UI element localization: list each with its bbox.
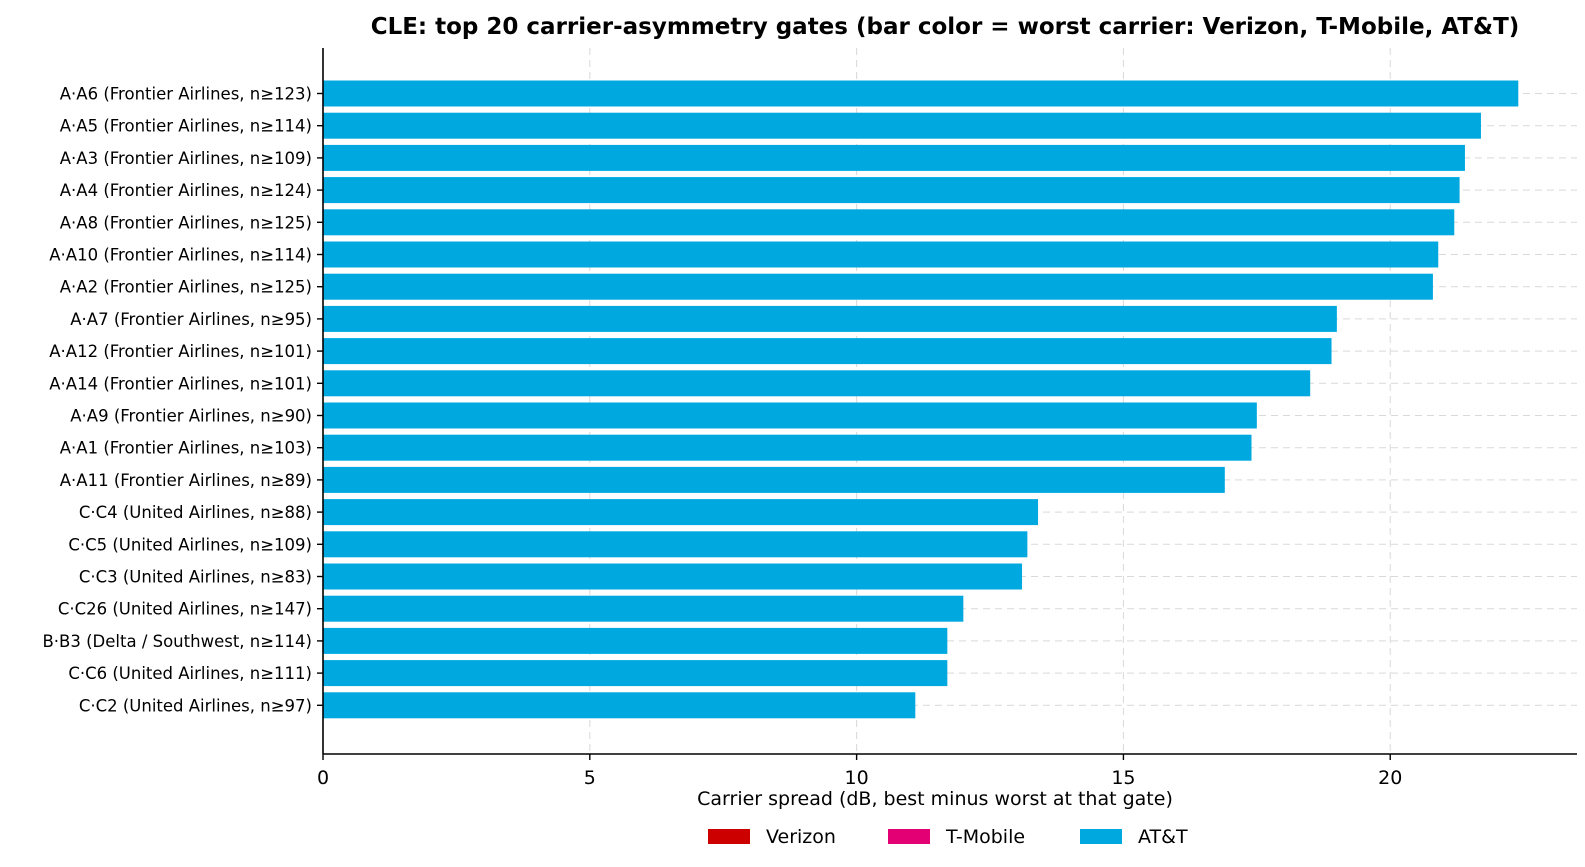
y-tick-label: A·A5 (Frontier Airlines, n≥114) bbox=[60, 117, 312, 136]
x-tick-label: 20 bbox=[1378, 767, 1402, 789]
legend-label: T-Mobile bbox=[945, 826, 1025, 848]
bar bbox=[323, 499, 1039, 526]
bar bbox=[323, 595, 964, 622]
bar bbox=[323, 305, 1337, 332]
bar bbox=[323, 370, 1311, 397]
y-tick-label: A·A3 (Frontier Airlines, n≥109) bbox=[60, 149, 312, 168]
y-tick-label: C·C6 (United Airlines, n≥111) bbox=[68, 664, 312, 683]
x-ticks: 0 5 10 15 20 bbox=[317, 754, 1402, 789]
bar bbox=[323, 273, 1433, 300]
y-tick-label: A·A9 (Frontier Airlines, n≥90) bbox=[70, 407, 312, 426]
legend-swatch bbox=[1080, 829, 1122, 844]
legend-label: AT&T bbox=[1138, 826, 1188, 848]
y-tick-label: A·A10 (Frontier Airlines, n≥114) bbox=[49, 246, 312, 265]
bar bbox=[323, 660, 948, 687]
bar bbox=[323, 402, 1257, 429]
y-tick-labels: A·A6 (Frontier Airlines, n≥123) A·A5 (Fro… bbox=[42, 85, 323, 715]
y-tick-label: A·A14 (Frontier Airlines, n≥101) bbox=[49, 374, 312, 393]
y-tick-label: A·A12 (Frontier Airlines, n≥101) bbox=[49, 342, 312, 361]
bar bbox=[323, 627, 948, 654]
y-tick-label: A·A8 (Frontier Airlines, n≥125) bbox=[60, 213, 312, 232]
x-tick-label: 10 bbox=[845, 767, 869, 789]
bar bbox=[323, 466, 1225, 493]
x-axis-label: Carrier spread (dB, best minus worst at … bbox=[697, 788, 1173, 810]
legend-swatch bbox=[888, 829, 930, 844]
x-tick-label: 5 bbox=[584, 767, 596, 789]
y-tick-label: A·A2 (Frontier Airlines, n≥125) bbox=[60, 278, 312, 297]
bar bbox=[323, 563, 1023, 590]
bar bbox=[323, 144, 1465, 171]
bar bbox=[323, 241, 1439, 268]
legend-label: Verizon bbox=[766, 826, 836, 848]
legend: Verizon T-Mobile AT&T bbox=[708, 826, 1188, 848]
axes bbox=[322, 48, 1577, 755]
bar bbox=[323, 112, 1481, 139]
legend-swatch bbox=[708, 829, 750, 844]
y-tick-label: A·A11 (Frontier Airlines, n≥89) bbox=[60, 471, 312, 490]
y-tick-label: A·A6 (Frontier Airlines, n≥123) bbox=[60, 85, 312, 104]
y-tick-label: C·C26 (United Airlines, n≥147) bbox=[58, 600, 312, 619]
x-tick-label: 0 bbox=[317, 767, 329, 789]
bar bbox=[323, 531, 1028, 558]
y-tick-label: C·C2 (United Airlines, n≥97) bbox=[79, 696, 312, 715]
y-tick-label: A·A1 (Frontier Airlines, n≥103) bbox=[60, 439, 312, 458]
bar bbox=[323, 80, 1519, 107]
bar bbox=[323, 338, 1332, 365]
bar bbox=[323, 177, 1460, 204]
y-tick-label: C·C3 (United Airlines, n≥83) bbox=[79, 568, 312, 587]
y-tick-label: C·C4 (United Airlines, n≥88) bbox=[79, 503, 312, 522]
chart-title: CLE: top 20 carrier-asymmetry gates (bar… bbox=[371, 14, 1520, 40]
y-tick-label: B·B3 (Delta / Southwest, n≥114) bbox=[42, 632, 312, 651]
y-tick-label: C·C5 (United Airlines, n≥109) bbox=[68, 535, 312, 554]
y-tick-label: A·A7 (Frontier Airlines, n≥95) bbox=[70, 310, 312, 329]
bar bbox=[323, 692, 916, 719]
bar bbox=[323, 209, 1455, 236]
y-tick-label: A·A4 (Frontier Airlines, n≥124) bbox=[60, 181, 312, 200]
x-tick-label: 15 bbox=[1111, 767, 1135, 789]
bars bbox=[323, 80, 1519, 719]
bar bbox=[323, 434, 1252, 461]
